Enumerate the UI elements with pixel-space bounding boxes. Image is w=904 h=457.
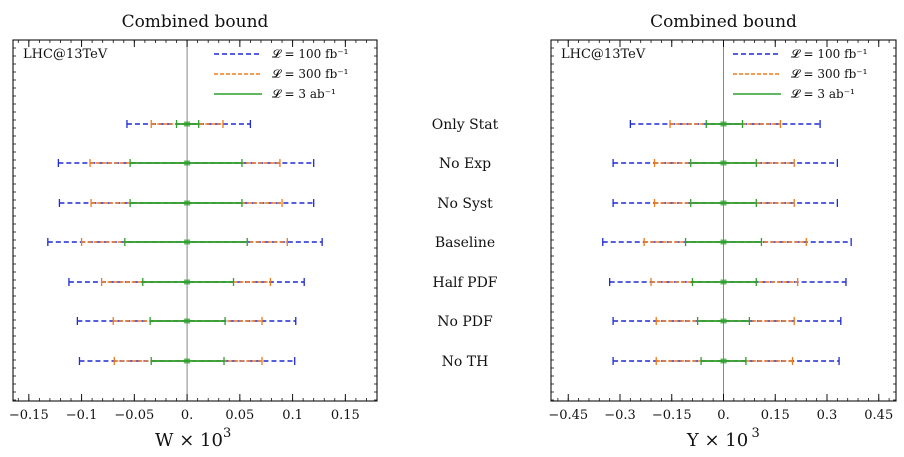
category-label: Baseline [435, 235, 495, 251]
center-point-row-0 [184, 121, 191, 127]
x-tick-label: 0.1 [282, 408, 303, 423]
plot-frame [12, 39, 378, 402]
center-point-row-5 [184, 318, 191, 324]
x-tick-label: −0.3 [604, 408, 636, 423]
x-tick-label: −0.15 [652, 408, 692, 423]
x-tick-label: −0.1 [66, 408, 98, 423]
x-tick-label: 0.45 [864, 408, 893, 423]
x-tick-label: −0.15 [9, 408, 49, 423]
category-label: Only Stat [432, 117, 499, 133]
category-label: No TH [442, 354, 489, 370]
center-point-row-2 [184, 200, 191, 206]
chart-panel-w: Combined bound −0.15 −0.1 −0.05 0. 0.05 0.1 0.1… [9, 12, 378, 451]
x-tick-label: 0. [181, 408, 193, 423]
legend-label-0: 𝓛 = 100 fb⁻¹ [791, 47, 867, 61]
x-tick-label: 0.15 [761, 408, 790, 423]
x-tick-label: −0.45 [548, 408, 588, 423]
chart-title: Combined bound [650, 12, 797, 32]
legend-label-1: 𝓛 = 300 fb⁻¹ [791, 67, 867, 81]
center-point-row-3 [720, 239, 727, 245]
x-tick-label: −0.05 [114, 408, 154, 423]
annotation-label: LHC@13TeV [23, 47, 108, 62]
center-point-row-2 [720, 200, 727, 206]
center-point-row-1 [184, 160, 191, 166]
x-axis-label-exponent: 3 [223, 426, 231, 441]
legend-label-1: 𝓛 = 300 fb⁻¹ [272, 67, 348, 81]
center-point-row-3 [184, 239, 191, 245]
legend-label-2: 𝓛 = 3 ab⁻¹ [791, 87, 855, 101]
center-point-row-6 [184, 358, 191, 364]
center-point-row-4 [720, 279, 727, 285]
x-axis-label: W × 10 [155, 430, 223, 451]
legend-label-0: 𝓛 = 100 fb⁻¹ [272, 47, 348, 61]
category-label: Half PDF [432, 275, 497, 291]
x-tick-label: 0.3 [817, 408, 838, 423]
x-axis-label-exponent: 3 [752, 426, 760, 441]
chart-panel-y: Combined bound −0.45 −0.3 −0.15 0. 0.15 0.3 0.4… [548, 12, 897, 451]
center-point-row-6 [720, 358, 727, 364]
x-tick-label: 0.05 [225, 408, 254, 423]
x-tick-label: 0. [717, 408, 729, 423]
category-label: No Syst [437, 196, 493, 212]
x-axis-label: Y × 10 [686, 430, 748, 451]
center-point-row-0 [720, 121, 727, 127]
center-point-row-5 [720, 318, 727, 324]
center-point-row-1 [720, 160, 727, 166]
chart-title: Combined bound [122, 12, 269, 32]
legend-label-2: 𝓛 = 3 ab⁻¹ [272, 87, 336, 101]
plot-frame [550, 39, 897, 402]
x-tick-label: 0.15 [331, 408, 360, 423]
annotation-label: LHC@13TeV [561, 47, 646, 62]
category-label: No PDF [437, 314, 493, 330]
center-point-row-4 [184, 279, 191, 285]
category-label: No Exp [439, 156, 491, 172]
